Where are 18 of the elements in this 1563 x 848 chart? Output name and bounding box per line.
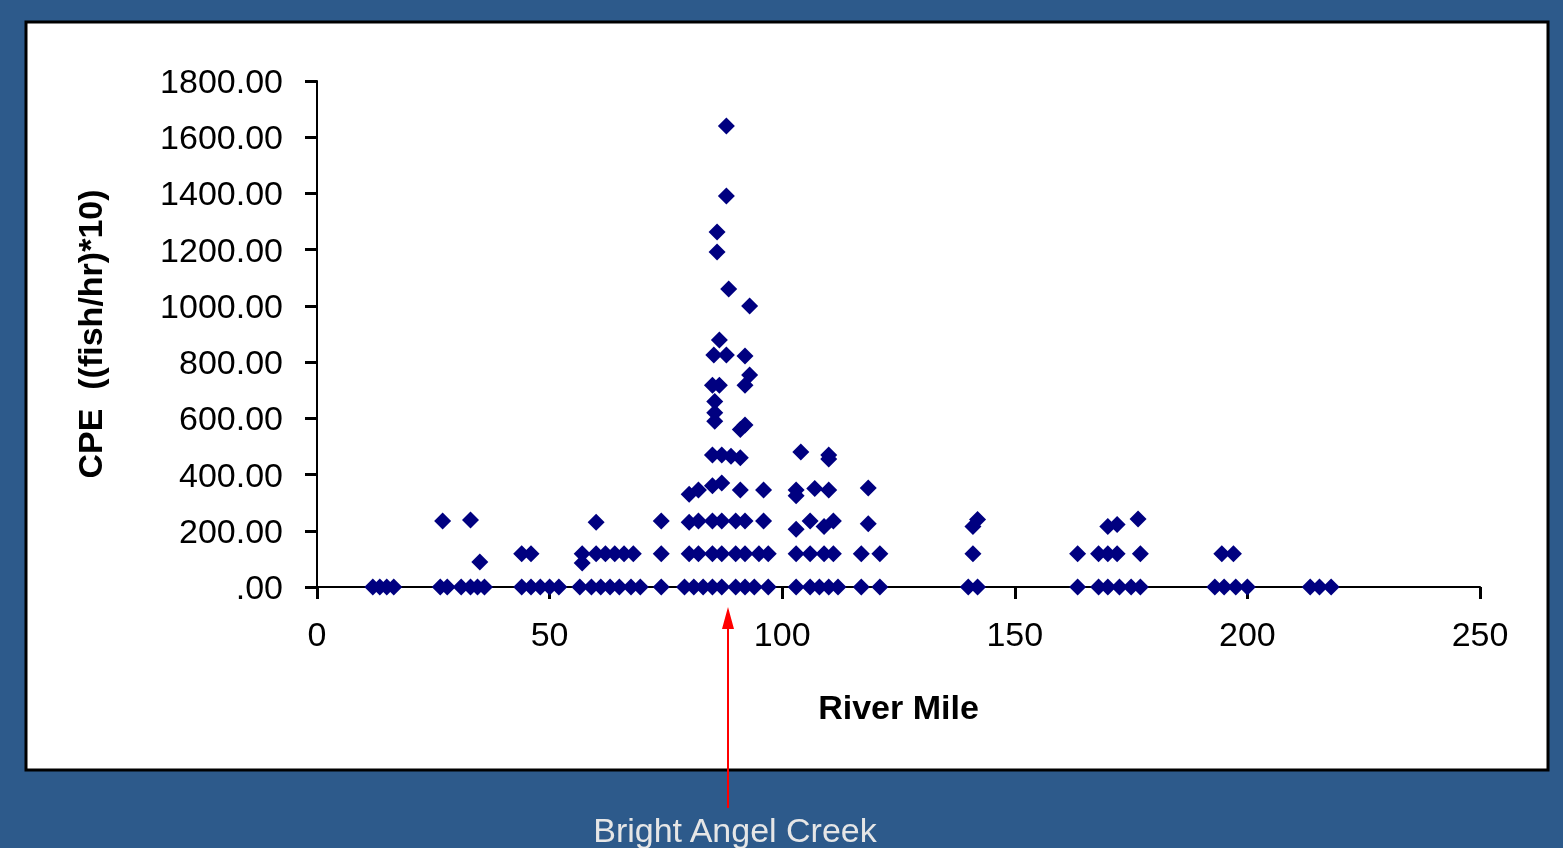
x-axis-title: River Mile (818, 688, 979, 726)
x-tick-label: 100 (753, 615, 811, 653)
x-tick-label: 150 (986, 615, 1044, 653)
y-tick-label: 200.00 (179, 511, 283, 550)
y-axis-title: CPE ((fish/hr)*10) (71, 189, 109, 479)
x-tick-label: 250 (1451, 615, 1509, 653)
y-tick-label: 1200.00 (160, 230, 283, 269)
y-tick-label: .00 (235, 568, 283, 606)
y-tick-label: 1000.00 (160, 286, 283, 325)
y-tick-label: 1400.00 (160, 174, 283, 213)
y-tick-label: 1800.00 (160, 62, 283, 100)
y-tick-label: 800.00 (179, 343, 283, 382)
y-tick-label: 600.00 (179, 399, 283, 438)
y-tick-label: 400.00 (179, 455, 283, 494)
y-tick-label: 1600.00 (160, 118, 283, 157)
x-tick-label: 50 (530, 615, 569, 653)
x-tick-label: 200 (1219, 615, 1276, 653)
x-tick-label: 0 (307, 615, 327, 653)
